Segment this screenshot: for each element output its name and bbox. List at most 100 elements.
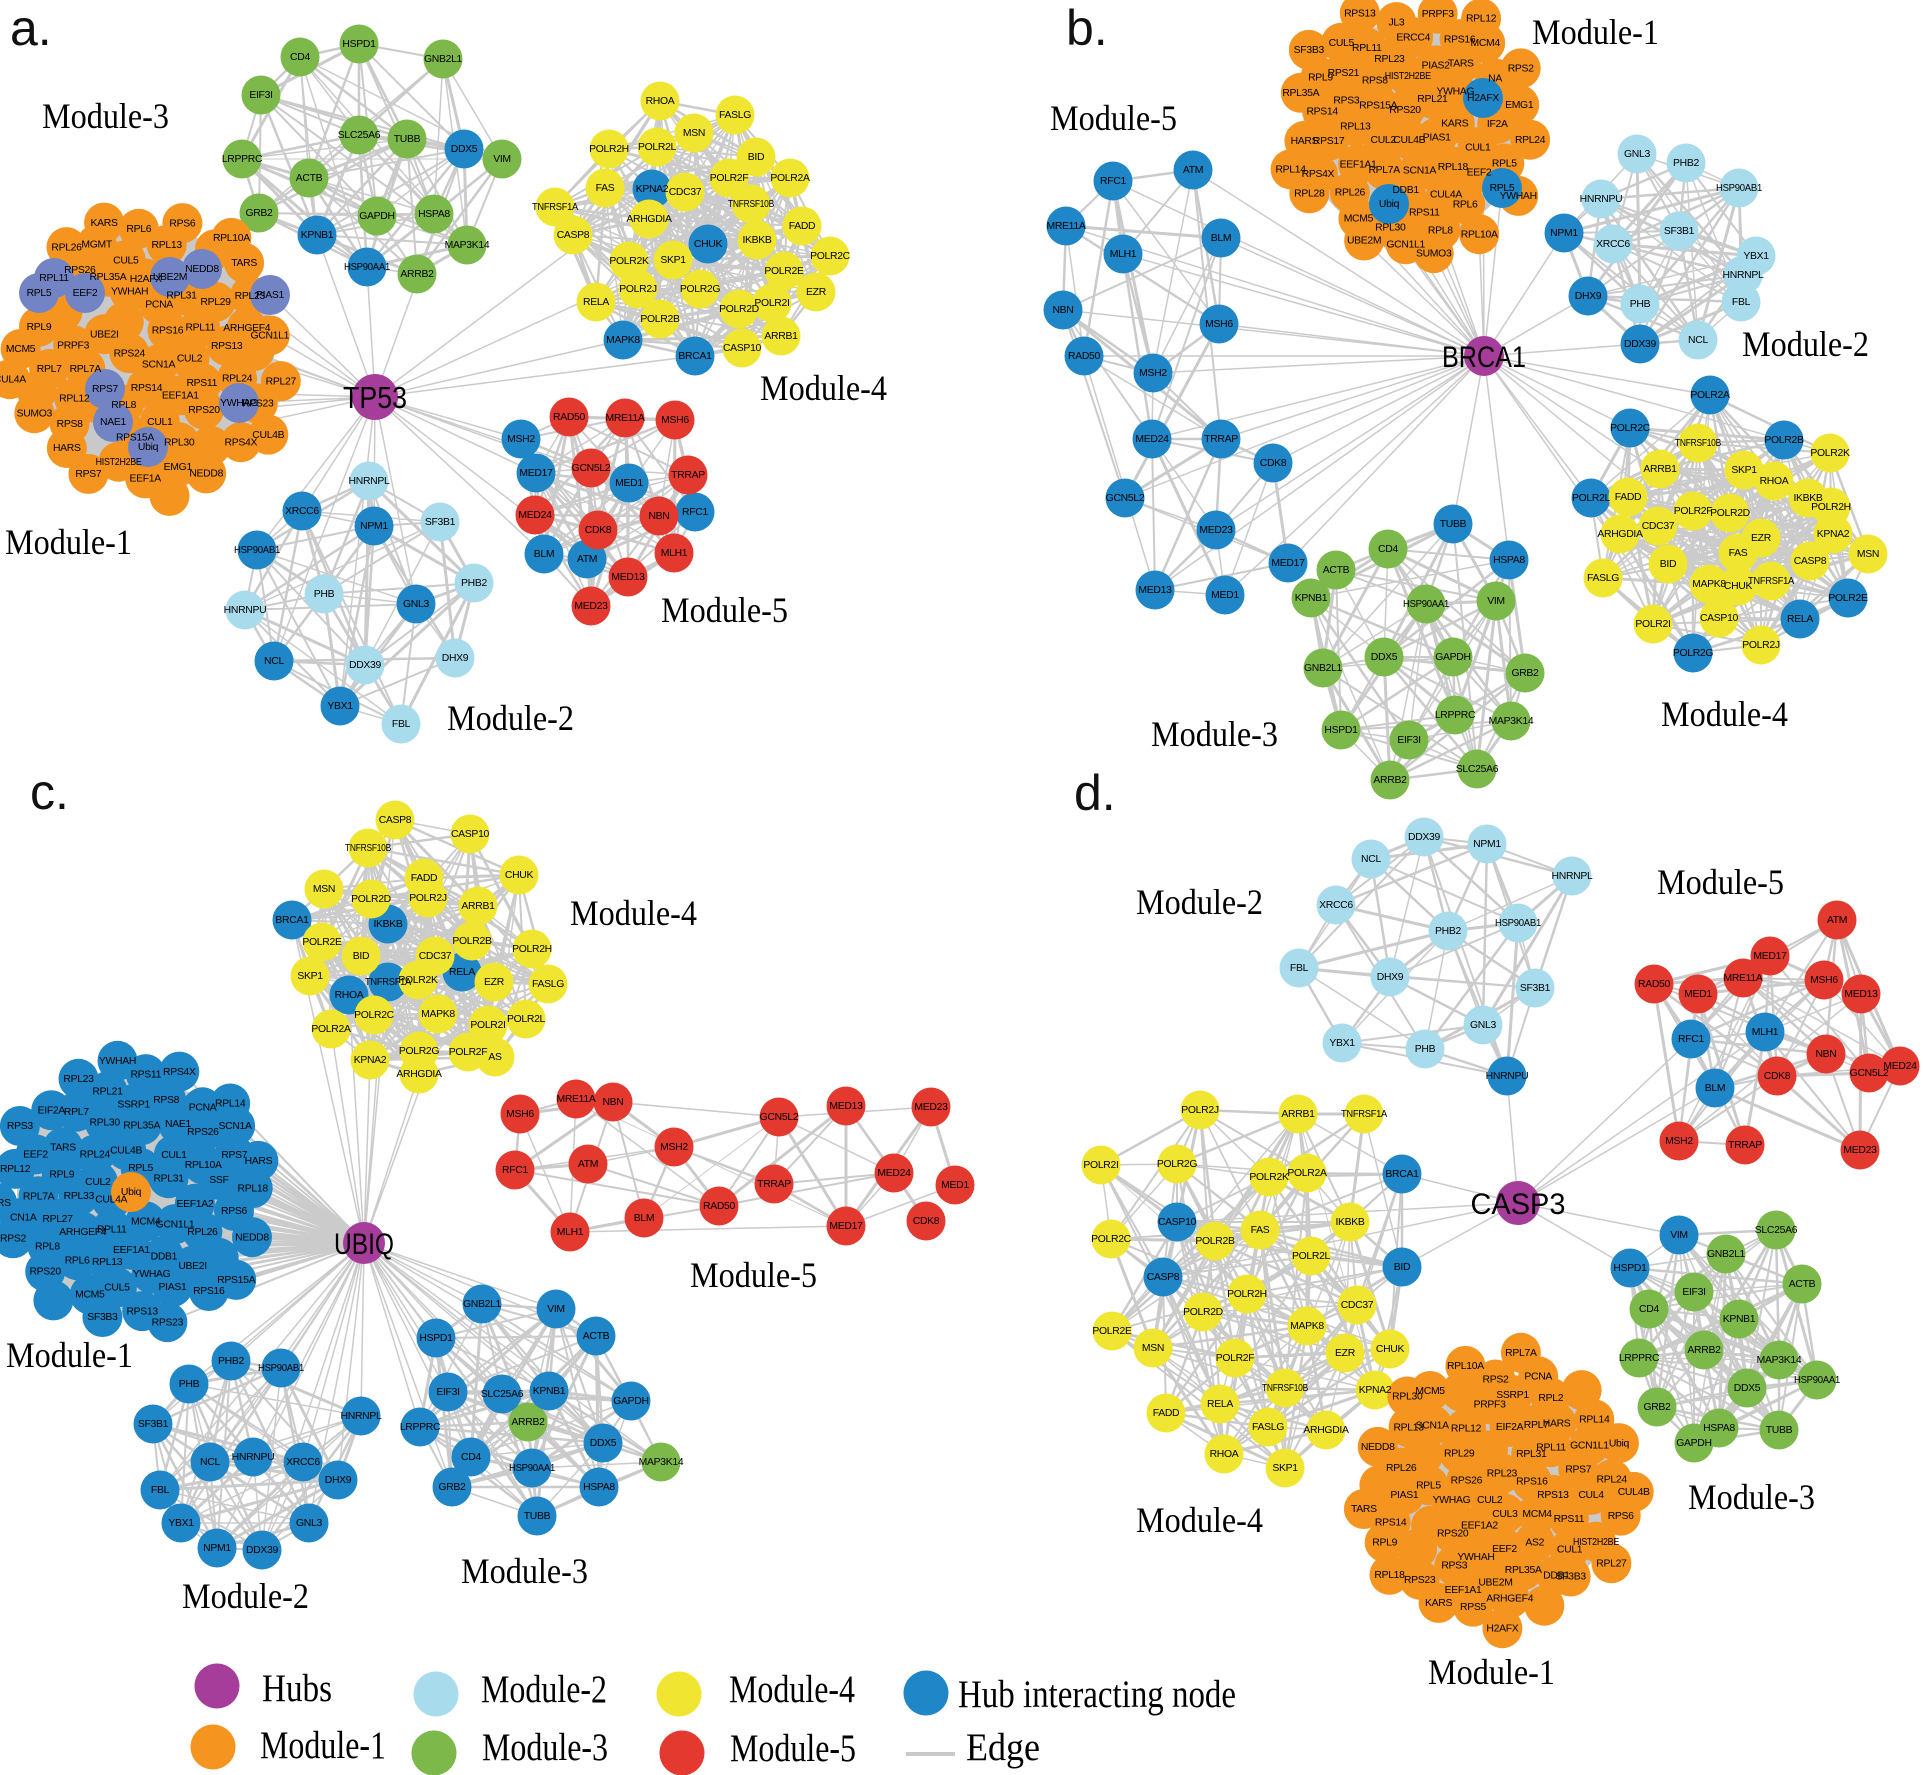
svg-text:POLR2I: POLR2I — [470, 1020, 505, 1031]
svg-text:NBN: NBN — [1815, 1049, 1836, 1060]
svg-text:POLR2L: POLR2L — [507, 1014, 546, 1025]
svg-text:DDX39: DDX39 — [1408, 832, 1441, 843]
svg-text:ERCC4: ERCC4 — [1396, 32, 1430, 43]
svg-text:MCM5: MCM5 — [6, 344, 36, 355]
svg-text:CASP10: CASP10 — [1158, 1217, 1197, 1228]
svg-text:NPM1: NPM1 — [1550, 228, 1578, 239]
svg-text:TUBB: TUBB — [394, 134, 421, 145]
svg-text:RPS8: RPS8 — [1362, 75, 1388, 86]
svg-text:RPS16: RPS16 — [193, 1286, 225, 1297]
svg-text:CHUK: CHUK — [1724, 581, 1753, 592]
svg-text:CDC37: CDC37 — [419, 951, 452, 962]
svg-text:NCL: NCL — [1361, 854, 1381, 865]
svg-text:RPS7: RPS7 — [1565, 1465, 1591, 1476]
svg-text:EZR: EZR — [1751, 533, 1772, 544]
svg-text:EEF1A1: EEF1A1 — [113, 1245, 150, 1256]
svg-text:GCN5L2: GCN5L2 — [1106, 493, 1145, 504]
svg-text:ARRB2: ARRB2 — [400, 269, 434, 280]
svg-text:RPS5: RPS5 — [1460, 1602, 1486, 1613]
svg-text:CD4: CD4 — [290, 52, 310, 63]
svg-text:RPL8: RPL8 — [1428, 225, 1453, 236]
svg-text:RPL21: RPL21 — [1417, 94, 1448, 105]
svg-text:POLR2L: POLR2L — [1292, 1251, 1331, 1262]
svg-text:Module-4: Module-4 — [1136, 1500, 1263, 1540]
svg-text:CDK8: CDK8 — [913, 1216, 940, 1227]
svg-text:RPL11: RPL11 — [39, 273, 69, 284]
svg-text:LRPPRC: LRPPRC — [1619, 1353, 1660, 1364]
svg-text:MCM4: MCM4 — [1470, 38, 1500, 49]
svg-text:POLR2E: POLR2E — [1828, 593, 1868, 604]
svg-text:SF3B1: SF3B1 — [425, 517, 456, 528]
svg-text:CD4: CD4 — [461, 1452, 481, 1463]
svg-text:ACTB: ACTB — [583, 1331, 610, 1342]
svg-text:HSPD1: HSPD1 — [1324, 725, 1358, 736]
svg-text:RPL27: RPL27 — [266, 376, 297, 387]
svg-text:SF3B3: SF3B3 — [1294, 45, 1325, 56]
svg-text:TNFRSF10B: TNFRSF10B — [1262, 1383, 1308, 1394]
svg-text:EEF1A2: EEF1A2 — [176, 1199, 213, 1210]
svg-text:GCN5L2: GCN5L2 — [1850, 1068, 1889, 1079]
svg-text:MLH1: MLH1 — [1110, 249, 1137, 260]
svg-text:EIF3I: EIF3I — [436, 1387, 459, 1398]
svg-text:RHOA: RHOA — [646, 96, 675, 107]
svg-text:EIF3I: EIF3I — [249, 90, 272, 101]
svg-text:SSRP1: SSRP1 — [117, 1099, 150, 1110]
svg-text:RPL5: RPL5 — [1492, 159, 1517, 170]
svg-text:POLR2A: POLR2A — [1690, 390, 1730, 401]
svg-text:RPL28: RPL28 — [1294, 189, 1325, 200]
svg-text:GCN5L2: GCN5L2 — [760, 1112, 799, 1123]
svg-text:MED1: MED1 — [941, 1180, 969, 1191]
svg-text:CHUK: CHUK — [1376, 1344, 1405, 1355]
svg-text:NPM1: NPM1 — [1473, 839, 1501, 850]
svg-text:GAPDH: GAPDH — [613, 1396, 648, 1407]
svg-text:ARRB2: ARRB2 — [1687, 1345, 1721, 1356]
svg-text:EMG1: EMG1 — [1505, 100, 1534, 111]
svg-text:POLR2C: POLR2C — [1610, 423, 1651, 434]
svg-text:RPS23: RPS23 — [1404, 1575, 1436, 1586]
svg-text:RPS20: RPS20 — [188, 405, 220, 416]
svg-text:RPL30: RPL30 — [1375, 223, 1406, 234]
svg-text:Module-1: Module-1 — [1532, 12, 1659, 52]
svg-text:TNFRSF1A: TNFRSF1A — [365, 977, 411, 988]
svg-text:PIAS1: PIAS1 — [159, 1282, 187, 1293]
svg-text:MSN: MSN — [683, 128, 705, 139]
svg-text:UBE2M: UBE2M — [1347, 236, 1381, 247]
svg-text:EEF2: EEF2 — [23, 1150, 48, 1161]
svg-text:RPS16: RPS16 — [152, 326, 184, 337]
svg-text:HNRNPL: HNRNPL — [1723, 270, 1764, 281]
svg-text:Module-2: Module-2 — [481, 1668, 607, 1711]
svg-text:H2AFX: H2AFX — [1486, 1623, 1518, 1634]
svg-text:RELA: RELA — [1787, 614, 1813, 625]
svg-text:POLR2H: POLR2H — [1227, 1289, 1267, 1300]
svg-text:CUL4B: CUL4B — [252, 430, 284, 441]
svg-text:DDX39: DDX39 — [349, 660, 382, 671]
svg-text:RPS14: RPS14 — [1375, 1517, 1407, 1528]
svg-text:Ubiq: Ubiq — [1379, 199, 1400, 210]
svg-text:IF2A: IF2A — [1487, 119, 1508, 130]
svg-text:DHX9: DHX9 — [1377, 972, 1404, 983]
svg-text:HSP90AB1: HSP90AB1 — [234, 545, 280, 556]
svg-text:GRB2: GRB2 — [1511, 668, 1539, 679]
svg-text:POLR2A: POLR2A — [770, 173, 810, 184]
svg-text:RPL31: RPL31 — [1516, 1449, 1547, 1460]
svg-text:GNB2L1: GNB2L1 — [463, 1299, 502, 1310]
svg-text:XRCC6: XRCC6 — [286, 1457, 320, 1468]
svg-text:POLR2H: POLR2H — [512, 944, 552, 955]
svg-text:RPS23: RPS23 — [242, 399, 274, 410]
svg-text:NEDD8: NEDD8 — [189, 469, 223, 480]
svg-text:BID: BID — [1394, 1262, 1410, 1273]
svg-text:RPS2: RPS2 — [1508, 64, 1534, 75]
svg-text:SKP1: SKP1 — [660, 255, 686, 266]
svg-text:SF3B1: SF3B1 — [1664, 226, 1695, 237]
svg-text:PHB2: PHB2 — [1435, 926, 1461, 937]
svg-text:ARHGDIA: ARHGDIA — [1597, 529, 1643, 540]
svg-text:RPL9: RPL9 — [1372, 1538, 1397, 1549]
svg-text:SSF: SSF — [209, 1175, 228, 1186]
svg-text:CDK8: CDK8 — [1260, 458, 1287, 469]
svg-text:RPS17: RPS17 — [1313, 136, 1345, 147]
svg-text:RPL30: RPL30 — [90, 1118, 121, 1129]
svg-text:DDB1: DDB1 — [1543, 1571, 1570, 1582]
svg-text:GNL3: GNL3 — [296, 1518, 322, 1529]
svg-text:RPS2: RPS2 — [1483, 1375, 1509, 1386]
svg-text:FASLG: FASLG — [1587, 573, 1619, 584]
